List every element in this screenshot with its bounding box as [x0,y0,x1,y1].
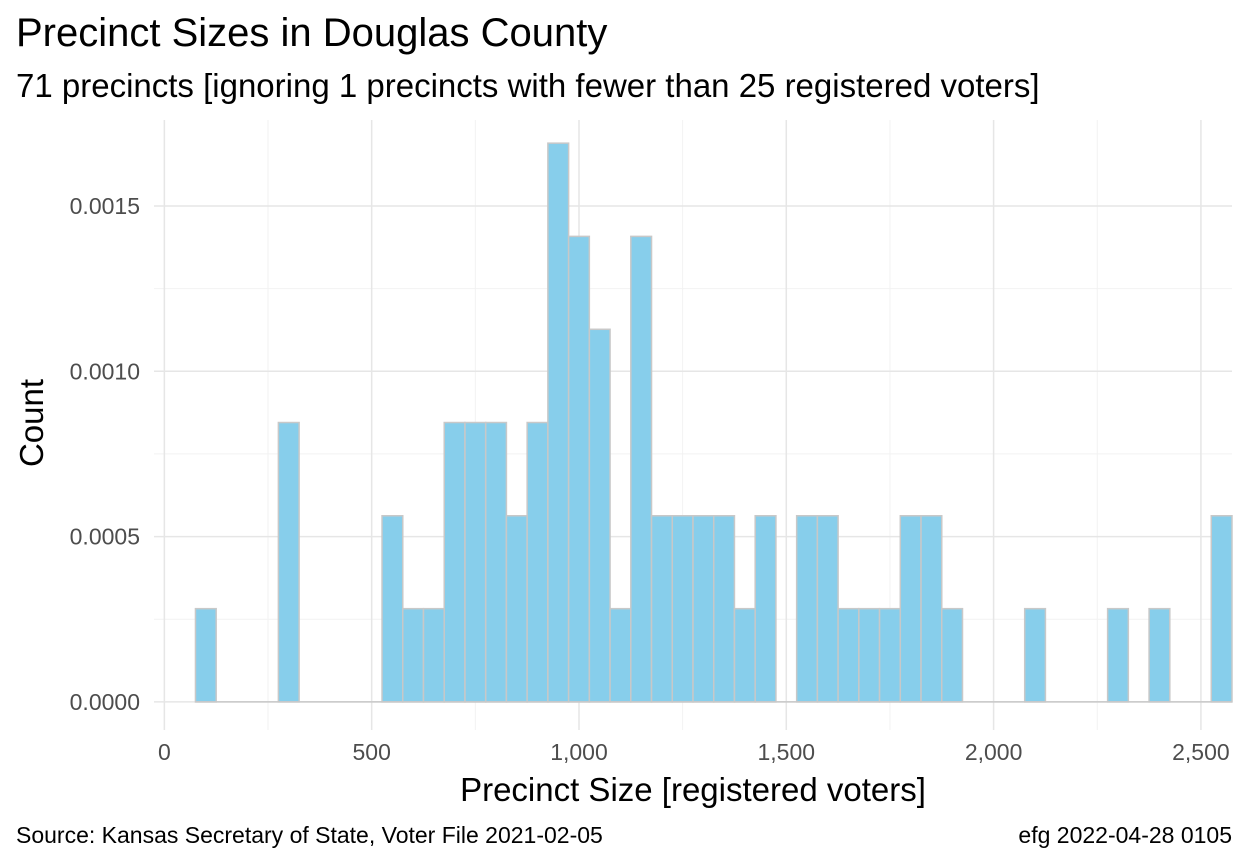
x-tick-label: 2,000 [965,739,1023,765]
histogram-bar [1023,607,1047,703]
histogram-bar [899,515,922,703]
y-tick-label: 0.0015 [70,193,140,219]
histogram-bar [505,515,528,703]
histogram-bar [1210,515,1233,703]
histogram-bar [795,515,819,703]
timestamp-caption: efg 2022-04-28 0105 [1018,822,1232,848]
histogram-bar [920,515,943,703]
histogram-bar [712,515,736,703]
histogram-bar [650,515,674,703]
y-tick-label: 0.0000 [70,689,140,715]
histogram-bar [692,515,715,703]
x-tick-label: 0 [158,739,171,765]
x-tick-label: 500 [352,739,390,765]
histogram-bar [381,515,404,703]
histogram-bar [630,235,653,703]
histogram-bar [443,421,466,703]
histogram-bars [194,142,1233,703]
grid-lines [154,120,1232,730]
histogram-bar [567,235,591,703]
chart-subtitle: 71 precincts [ignoring 1 precincts with … [16,67,1040,104]
histogram-bar [837,607,860,703]
y-axis-tick-labels: 0.0000 0.0005 0.0010 0.0015 [70,193,140,715]
histogram-bar [526,421,549,703]
histogram-bar [609,607,632,703]
histogram-bar [816,515,839,703]
histogram-bar [402,607,425,703]
histogram-bar [941,607,964,703]
y-tick-label: 0.0005 [70,524,140,550]
histogram-bar [547,142,570,703]
y-tick-label: 0.0010 [70,358,140,384]
source-caption: Source: Kansas Secretary of State, Voter… [16,822,603,848]
histogram-bar [878,607,902,703]
histogram-bar [1106,607,1130,703]
histogram-bar [464,421,487,703]
chart-title: Precinct Sizes in Douglas County [16,11,608,55]
x-tick-label: 1,500 [758,739,816,765]
y-axis-label: Count [13,379,50,467]
histogram-bar [588,328,611,703]
histogram-bar [277,421,300,703]
histogram-bar [754,515,777,703]
histogram-bar [858,607,881,703]
x-tick-label: 1,000 [550,739,608,765]
histogram-bar [422,607,445,703]
x-axis-tick-labels: 0 500 1,000 1,500 2,000 2,500 [158,739,1230,765]
histogram-bar [1148,607,1171,703]
histogram-bar [484,421,508,703]
histogram-bar [733,607,756,703]
x-axis-label: Precinct Size [registered voters] [460,771,926,808]
x-tick-label: 2,500 [1172,739,1230,765]
histogram-bar [671,515,694,703]
histogram-bar [194,607,217,703]
